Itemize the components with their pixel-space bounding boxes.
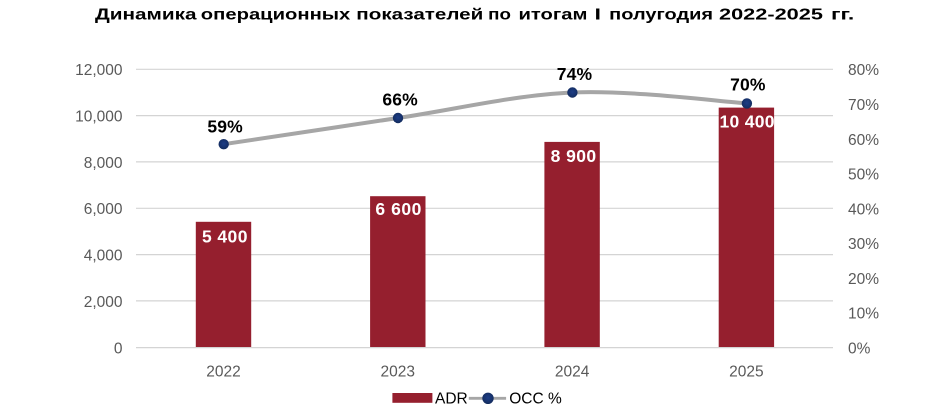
- svg-text:74%: 74%: [557, 64, 593, 84]
- svg-text:операционных: операционных: [201, 7, 351, 24]
- svg-text:5 400: 5 400: [202, 226, 248, 246]
- svg-text:60%: 60%: [848, 132, 879, 149]
- svg-text:70%: 70%: [848, 97, 879, 114]
- svg-text:4,000: 4,000: [84, 248, 123, 265]
- svg-text:0%: 0%: [848, 341, 871, 358]
- svg-text:Динамика: Динамика: [95, 7, 197, 24]
- svg-text:10%: 10%: [848, 306, 879, 323]
- svg-text:59%: 59%: [207, 116, 243, 136]
- svg-text:20%: 20%: [848, 271, 879, 288]
- svg-text:2,000: 2,000: [84, 294, 123, 311]
- svg-text:6,000: 6,000: [84, 201, 123, 218]
- svg-text:10 400: 10 400: [720, 111, 775, 131]
- svg-text:OCC %: OCC %: [509, 390, 562, 407]
- svg-text:8 900: 8 900: [551, 146, 597, 166]
- svg-text:2025: 2025: [729, 363, 763, 380]
- svg-text:итогам: итогам: [519, 7, 588, 24]
- svg-text:10,000: 10,000: [75, 109, 123, 126]
- svg-text:показателей: показателей: [356, 7, 483, 24]
- svg-text:2022-2025: 2022-2025: [719, 7, 823, 24]
- svg-text:66%: 66%: [382, 90, 418, 110]
- svg-text:2022: 2022: [206, 363, 240, 380]
- svg-text:50%: 50%: [848, 167, 879, 184]
- svg-text:ADR: ADR: [435, 390, 468, 407]
- svg-text:12,000: 12,000: [75, 62, 123, 79]
- svg-text:гг.: гг.: [831, 7, 854, 24]
- svg-text:2023: 2023: [381, 363, 415, 380]
- svg-text:0: 0: [114, 341, 123, 358]
- svg-text:полугодия: полугодия: [609, 7, 713, 24]
- svg-text:I: I: [595, 7, 602, 24]
- svg-text:70%: 70%: [730, 74, 766, 94]
- svg-text:80%: 80%: [848, 62, 879, 79]
- svg-text:6 600: 6 600: [375, 199, 421, 219]
- svg-text:40%: 40%: [848, 201, 879, 218]
- svg-text:2024: 2024: [555, 363, 590, 380]
- svg-text:8,000: 8,000: [84, 155, 123, 172]
- svg-text:30%: 30%: [848, 236, 879, 253]
- svg-text:по: по: [488, 7, 511, 24]
